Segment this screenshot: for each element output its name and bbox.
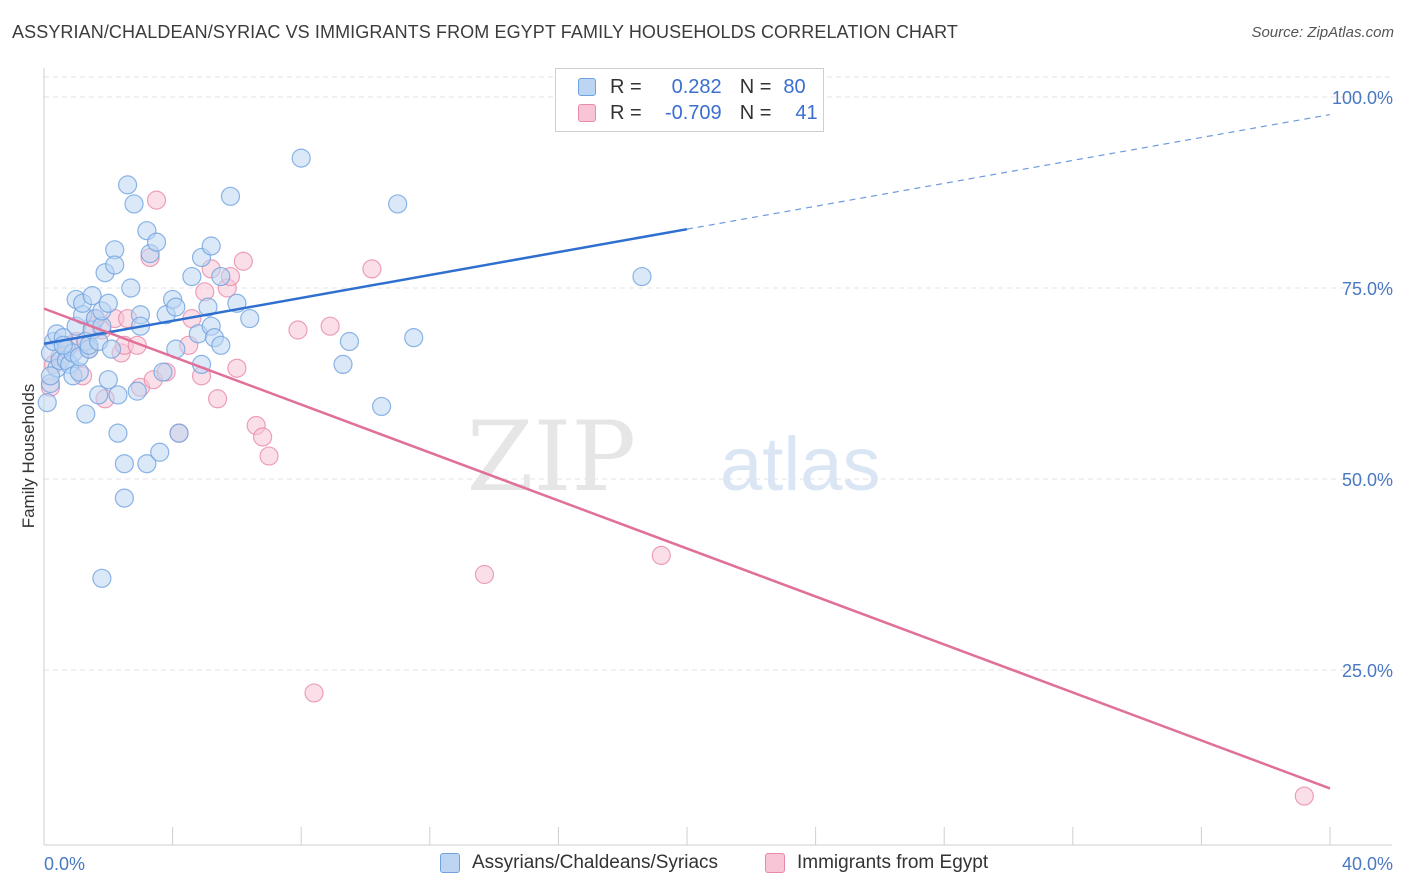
point-assyrians [211, 335, 231, 355]
bottom-legend-swatch-series1 [440, 853, 460, 873]
point-assyrians [339, 331, 360, 352]
point-assyrians [240, 308, 260, 329]
chart-title: ASSYRIAN/CHALDEAN/SYRIAC VS IMMIGRANTS F… [12, 22, 959, 42]
bottom-legend-label-series1: Assyrians/Chaldeans/Syriacs [472, 852, 719, 873]
y-tick-label: 50.0% [1342, 470, 1393, 490]
point-assyrians [211, 266, 231, 287]
point-assyrians [169, 423, 189, 443]
point-egypt [304, 683, 324, 703]
point-assyrians [124, 194, 144, 214]
point-assyrians [333, 354, 353, 374]
bottom-legend-label-series2: Immigrants from Egypt [797, 852, 989, 873]
bottom-legend-series1: Assyrians/Chaldeans/Syriacs [440, 852, 718, 874]
bottom-legend-swatch-series2 [765, 853, 785, 873]
trend-line-assyrians [43, 227, 688, 346]
point-assyrians [166, 297, 186, 317]
point-egypt [146, 190, 167, 210]
x-tick-label-min: 0.0% [44, 854, 85, 874]
point-assyrians [105, 255, 125, 275]
legend-n-label: N = [739, 75, 772, 98]
point-egypt [362, 259, 382, 279]
legend-swatch-series2 [578, 104, 596, 122]
grid-lines [44, 76, 1392, 671]
data-points [37, 148, 1314, 806]
trend-line-egypt [43, 307, 1331, 790]
point-assyrians [82, 286, 102, 306]
point-assyrians [201, 236, 221, 256]
watermark-atlas: atlas [720, 422, 881, 507]
legend-row-series2: R = -0.709 N = 41 [578, 100, 818, 126]
point-egypt [320, 316, 340, 336]
y-axis-label: Family Households [19, 384, 38, 529]
legend-swatch-series1 [578, 78, 596, 96]
point-assyrians [198, 297, 218, 317]
point-assyrians [404, 328, 424, 348]
point-assyrians [182, 266, 202, 287]
point-egypt [651, 545, 671, 566]
point-egypt [1294, 786, 1314, 806]
point-assyrians [76, 404, 96, 424]
correlation-legend: R = 0.282 N = 80 R = -0.709 N = 41 [555, 68, 824, 132]
point-assyrians [117, 175, 138, 195]
y-tick-label: 25.0% [1342, 661, 1393, 681]
point-assyrians [114, 488, 134, 508]
point-assyrians [632, 266, 652, 287]
y-tick-label: 75.0% [1342, 279, 1393, 299]
point-assyrians [220, 186, 241, 206]
legend-r-value: 0.282 [671, 75, 722, 98]
legend-n-value: 80 [783, 75, 806, 98]
point-assyrians [371, 396, 392, 417]
point-assyrians [114, 454, 134, 474]
point-assyrians [37, 393, 57, 413]
point-egypt [233, 251, 253, 271]
watermark-zip: ZIP [467, 401, 636, 513]
legend-row-series1: R = 0.282 N = 80 [578, 74, 806, 100]
point-egypt [288, 320, 308, 340]
point-assyrians [291, 148, 311, 168]
source-credit: Source: ZipAtlas.com [1251, 24, 1394, 41]
point-assyrians [40, 366, 61, 386]
point-assyrians [388, 194, 408, 214]
point-egypt [253, 427, 273, 447]
axes [43, 68, 1392, 846]
point-assyrians [92, 568, 112, 588]
legend-r-label: R = [610, 101, 642, 124]
point-assyrians [101, 339, 122, 359]
point-egypt [227, 358, 247, 378]
legend-n-value: 41 [795, 101, 818, 124]
point-assyrians [89, 385, 109, 405]
point-assyrians [153, 362, 173, 382]
y-tick-label: 100.0% [1332, 88, 1393, 108]
point-egypt [474, 564, 495, 585]
point-assyrians [150, 442, 170, 462]
legend-r-label: R = [610, 75, 642, 98]
point-assyrians [127, 381, 147, 401]
bottom-legend-series2: Immigrants from Egypt [765, 852, 988, 874]
point-egypt [208, 389, 228, 409]
watermark: ZIP atlas [467, 401, 881, 513]
point-assyrians [108, 385, 128, 405]
tick-labels: 100.0% 75.0% 50.0% 25.0% 0.0% 40.0% [44, 88, 1393, 874]
point-assyrians [98, 293, 118, 313]
legend-n-label: N = [739, 101, 772, 124]
point-assyrians [121, 278, 141, 298]
point-assyrians [108, 423, 128, 443]
x-tick-label-max: 40.0% [1342, 854, 1393, 874]
point-assyrians [146, 232, 167, 252]
point-egypt [259, 446, 279, 466]
trend-line-assyrians-projection [686, 113, 1331, 230]
point-assyrians [137, 454, 157, 474]
trend-lines [43, 113, 1331, 790]
legend-r-value: -0.709 [664, 101, 722, 124]
point-assyrians [98, 370, 118, 390]
